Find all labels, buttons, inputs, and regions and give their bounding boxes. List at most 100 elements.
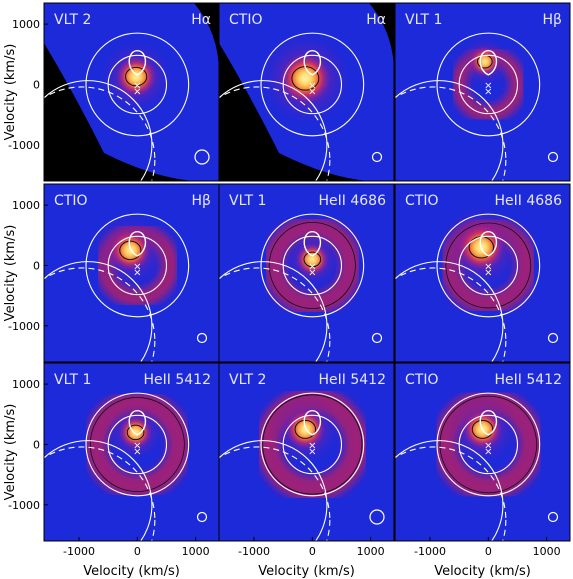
velocity-circle: [260, 32, 365, 137]
centre-of-mass-cross: ×: [484, 267, 492, 278]
emission-peak: [280, 53, 330, 103]
intensity-contour: [89, 397, 185, 492]
y-tick-label: -1000: [8, 499, 40, 512]
x-tick-label: -1000: [414, 545, 446, 558]
resolution-circle: [196, 511, 208, 523]
panel-telescope-label: VLT 1: [405, 12, 442, 28]
panel-telescope-label: VLT 1: [54, 372, 91, 388]
panel-frame: [394, 2, 571, 182]
velocity-circle: [458, 414, 519, 475]
panel-telescope-label: CTIO: [405, 372, 438, 388]
emission-peak: [471, 48, 499, 75]
roche-lobe: [479, 49, 498, 76]
x-tick-label: 1000: [357, 545, 385, 558]
resolution-circle: [196, 332, 208, 344]
stream-circle: [44, 80, 153, 181]
resolution-circle: [547, 511, 559, 523]
y-axis-label: Velocity (km/s): [3, 225, 18, 322]
coverage-mask: [44, 43, 194, 181]
centre-of-mass-cross: ×: [308, 440, 316, 451]
tomogram-panel: ×× VLT 1 Hβ: [394, 2, 571, 182]
dashed-stream-circle: [219, 267, 331, 362]
velocity-circle: [85, 392, 190, 497]
emission-ring: [263, 216, 362, 315]
velocity-circle: [458, 235, 519, 296]
panel-line-label: HeII 5412: [319, 372, 386, 388]
velocity-circle: [85, 213, 190, 318]
centre-of-mass-cross: ×: [308, 86, 316, 97]
stream-circle: [44, 261, 153, 362]
velocity-circle: [85, 32, 190, 137]
tomogram-panel: ×× VLT 2 HeII 5412 -1000 0 1000: [218, 362, 395, 558]
x-tick-label: 0: [485, 545, 492, 558]
y-tick-label: 0: [33, 438, 40, 451]
panel-telescope-label: VLT 1: [229, 193, 266, 209]
panel-telescope-label: VLT 2: [54, 12, 91, 28]
x-tick-label: 0: [134, 545, 141, 558]
panel-frame: [218, 2, 395, 182]
velocity-circle: [458, 54, 519, 115]
velocity-circle: [260, 213, 365, 318]
roche-lobe: [303, 230, 322, 257]
intensity-contour: [303, 251, 322, 268]
velocity-circle: [107, 54, 168, 115]
roche-lobe: [128, 49, 147, 76]
intensity-contour: [439, 395, 538, 494]
emission-peak: [111, 231, 150, 270]
y-tick-label: 1000: [12, 199, 40, 212]
panel-frame: [218, 183, 395, 363]
stream-circle: [395, 80, 504, 181]
roche-lobe: [128, 230, 147, 257]
emission-peak: [116, 57, 156, 96]
dashed-stream-circle: [395, 267, 507, 362]
stream-circle: [219, 261, 328, 362]
panel-telescope-label: CTIO: [54, 193, 87, 209]
intensity-contour: [268, 221, 356, 309]
centre-of-mass-cross: ×: [484, 261, 492, 272]
panel-telescope-label: CTIO: [405, 193, 438, 209]
centre-of-mass-cross: ×: [484, 80, 492, 91]
panel-line-label: HeII 5412: [144, 372, 211, 388]
velocity-circle: [436, 213, 541, 318]
stream-circle: [395, 261, 504, 362]
centre-of-mass-cross: ×: [308, 80, 316, 91]
velocity-circle: [107, 235, 168, 296]
dashed-stream-circle: [395, 446, 507, 541]
stream-circle: [44, 440, 153, 541]
tomogram-panel: ×× VLT 1 HeII 4686: [218, 183, 395, 363]
tomogram-panel: ×× CTIO HeII 4686: [394, 183, 571, 363]
panel-line-label: HeII 4686: [319, 193, 387, 209]
x-tick-label: 1000: [182, 545, 210, 558]
roche-lobe: [479, 230, 498, 257]
resolution-circle: [371, 151, 383, 163]
dashed-stream-circle: [219, 446, 331, 541]
x-tick-label: 1000: [533, 545, 561, 558]
resolution-circle: [369, 509, 385, 525]
centre-of-mass-cross: ×: [484, 86, 492, 97]
velocity-circle: [282, 235, 343, 296]
centre-of-mass-cross: ×: [308, 446, 316, 457]
centre-of-mass-cross: ×: [133, 261, 141, 272]
x-axis-label: Velocity (km/s): [83, 564, 180, 579]
x-axis-label: Velocity (km/s): [258, 564, 355, 579]
panel-telescope-label: CTIO: [229, 12, 262, 28]
stream-circle: [219, 80, 328, 181]
roche-lobe: [479, 409, 498, 436]
resolution-circle: [547, 332, 559, 344]
tomogram-panel: ×× VLT 2 Hα 1000 0 -1000: [8, 2, 220, 182]
velocity-circle: [282, 54, 343, 115]
panel-frame: [394, 183, 571, 363]
centre-of-mass-cross: ×: [133, 267, 141, 278]
y-tick-label: 0: [33, 259, 40, 272]
emission-peak: [120, 417, 151, 448]
y-tick-label: -1000: [8, 139, 40, 152]
panel-line-label: Hα: [191, 12, 211, 28]
x-axis-label: Velocity (km/s): [434, 564, 531, 579]
velocity-circle: [436, 392, 541, 497]
intensity-contour: [125, 66, 148, 87]
intensity-contour: [471, 419, 494, 439]
centre-of-mass-cross: ×: [133, 80, 141, 91]
stream-circle: [219, 440, 328, 541]
panel-line-label: HeII 5412: [495, 372, 562, 388]
